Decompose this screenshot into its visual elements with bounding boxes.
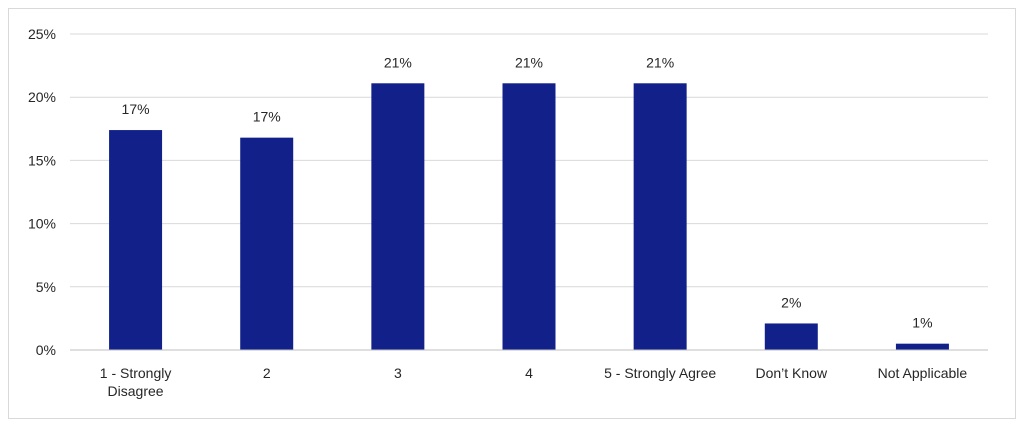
x-tick-label: Not Applicable (878, 365, 968, 381)
data-label: 21% (646, 54, 674, 70)
y-tick-label: 10% (28, 216, 56, 232)
data-label: 21% (384, 54, 412, 70)
bar (633, 83, 687, 351)
y-tick-label: 0% (36, 342, 56, 358)
x-tick-label: Don’t Know (755, 365, 827, 381)
y-tick-label: 25% (28, 26, 56, 42)
x-tick-label: 3 (394, 365, 402, 381)
x-tick-label: Disagree (108, 383, 164, 399)
data-label: 1% (912, 315, 932, 331)
y-tick-label: 20% (28, 89, 56, 105)
bar (764, 323, 818, 350)
x-tick-label: 5 - Strongly Agree (604, 365, 716, 381)
x-tick-label: 2 (263, 365, 271, 381)
bar (502, 83, 556, 351)
data-label: 17% (253, 109, 281, 125)
bar (109, 130, 163, 350)
data-label: 21% (515, 54, 543, 70)
y-tick-label: 15% (28, 152, 56, 168)
bar (240, 137, 294, 350)
x-tick-label: 1 - Strongly (100, 365, 172, 381)
bar (371, 83, 425, 351)
y-tick-label: 5% (36, 279, 56, 295)
x-tick-label: 4 (525, 365, 533, 381)
bar (895, 343, 949, 350)
data-label: 17% (122, 101, 150, 117)
data-label: 2% (781, 294, 801, 310)
